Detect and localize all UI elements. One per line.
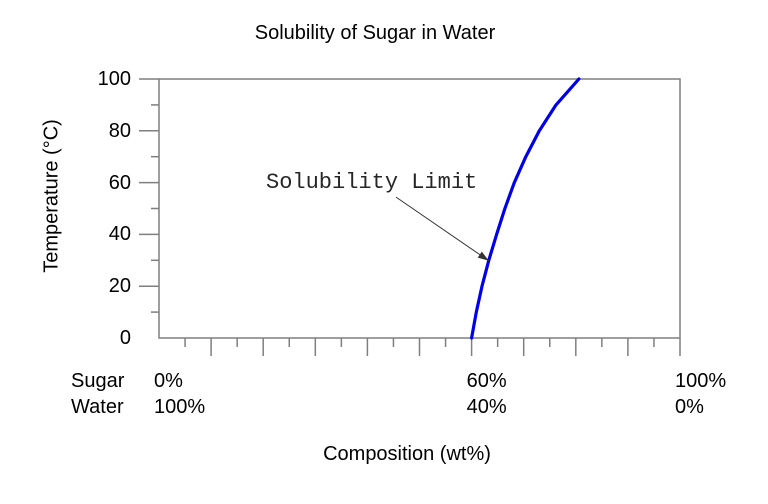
plot-frame — [158, 78, 681, 339]
composition-value: 100% — [675, 370, 727, 392]
composition-row-label: Sugar — [71, 370, 125, 392]
composition-value: 100% — [154, 396, 206, 418]
composition-value: 40% — [466, 396, 507, 418]
chart-title: Solubility of Sugar in Water — [254, 22, 496, 44]
composition-value: 0% — [675, 396, 704, 418]
solubility-limit-annotation: Solubility Limit — [266, 170, 478, 195]
y-tick-label: 100 — [97, 68, 131, 90]
composition-value: 60% — [466, 370, 507, 392]
y-tick-label: 60 — [108, 171, 131, 194]
annotation-arrow-line — [395, 196, 490, 262]
y-tick-label: 20 — [108, 275, 131, 298]
x-axis-label: Composition (wt%) — [323, 443, 491, 465]
composition-value: 0% — [154, 370, 183, 392]
y-tick-label: 0 — [119, 327, 131, 349]
solubility-curve — [470, 77, 581, 340]
y-tick-label: 40 — [108, 223, 131, 246]
y-tick-label: 80 — [108, 119, 131, 142]
composition-row-label: Water — [71, 396, 124, 418]
annotation-arrowhead — [477, 251, 489, 261]
